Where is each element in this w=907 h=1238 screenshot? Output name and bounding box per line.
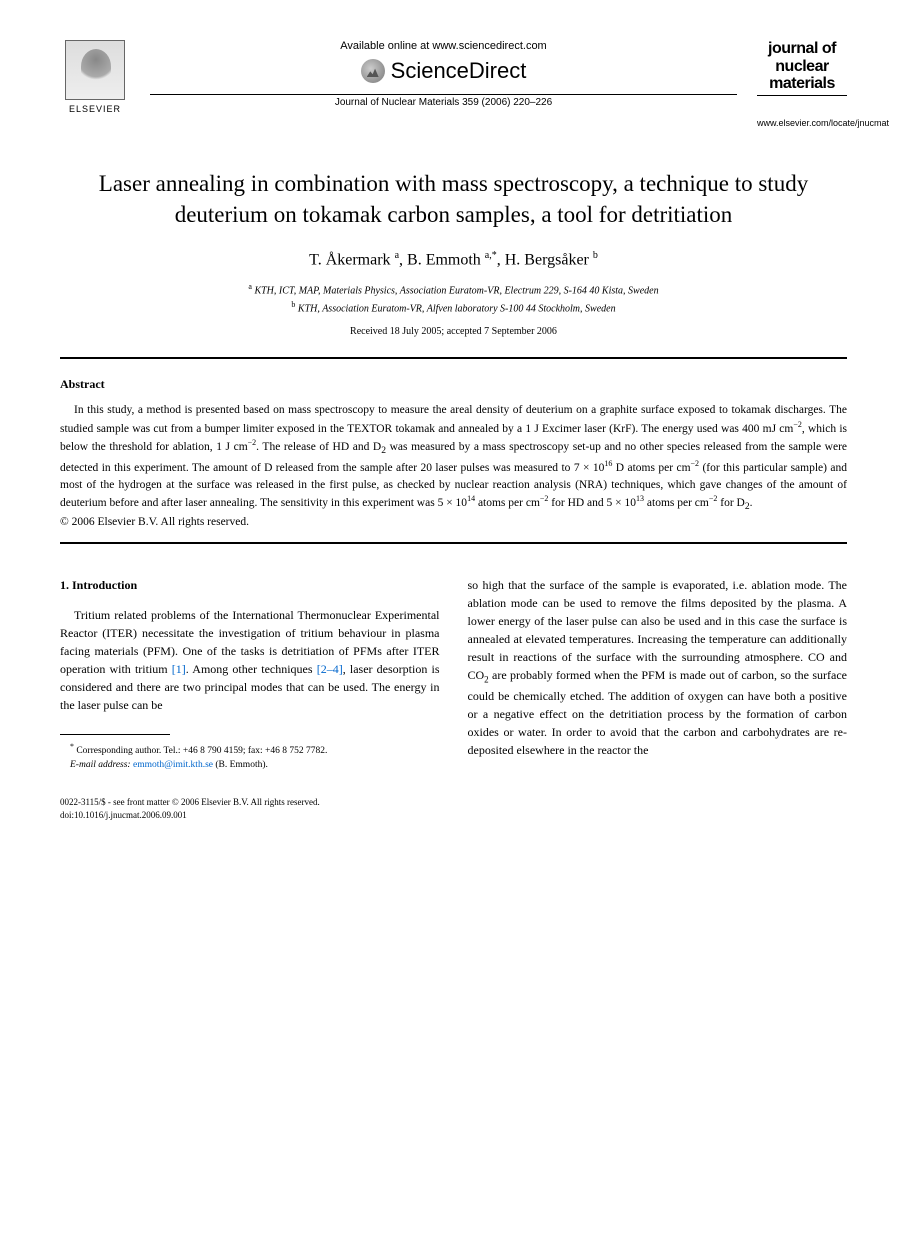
elsevier-label: ELSEVIER [69,104,121,114]
journal-logo-line3: materials [757,75,847,93]
body-columns: 1. Introduction Tritium related problems… [60,576,847,772]
available-online-text: Available online at www.sciencedirect.co… [150,40,737,52]
email-link[interactable]: emmoth@imit.kth.se [133,760,213,770]
abstract-copyright: © 2006 Elsevier B.V. All rights reserved… [60,516,847,528]
footnote-separator [60,734,170,735]
affiliations-block: a KTH, ICT, MAP, Materials Physics, Asso… [60,281,847,316]
section-1-heading: 1. Introduction [60,576,440,594]
affiliation-a: a KTH, ICT, MAP, Materials Physics, Asso… [60,281,847,298]
column-right: so high that the surface of the sample i… [468,576,848,772]
email-footnote: E-mail address: emmoth@imit.kth.se (B. E… [60,759,440,772]
abstract-bottom-rule [60,542,847,544]
footer-line1: 0022-3115/$ - see front matter © 2006 El… [60,796,847,809]
email-label: E-mail address: [70,760,131,770]
sciencedirect-icon [361,59,385,83]
header-rule [150,94,737,95]
article-dates: Received 18 July 2005; accepted 7 Septem… [60,326,847,337]
sciencedirect-brand: ScienceDirect [150,58,737,84]
page-footer: 0022-3115/$ - see front matter © 2006 El… [60,796,847,821]
header-row: ELSEVIER Available online at www.science… [60,40,847,128]
email-author: (B. Emmoth). [215,760,268,770]
abstract-heading: Abstract [60,377,847,392]
corresponding-author-footnote: * Corresponding author. Tel.: +46 8 790 … [60,741,440,758]
elsevier-logo: ELSEVIER [60,40,130,120]
intro-para-left: Tritium related problems of the Internat… [60,606,440,714]
affiliation-a-text: KTH, ICT, MAP, Materials Physics, Associ… [254,286,658,297]
authors-line: T. Åkermark a, B. Emmoth a,*, H. Bergsåk… [60,250,847,269]
affiliation-b: b KTH, Association Euratom-VR, Alfven la… [60,299,847,316]
elsevier-tree-icon [65,40,125,100]
footnote-corr-text: Corresponding author. Tel.: +46 8 790 41… [76,746,327,756]
journal-logo-line1: journal of [757,40,847,58]
footer-line2: doi:10.1016/j.jnucmat.2006.09.001 [60,809,847,822]
abstract-top-rule [60,357,847,359]
journal-logo-rule [757,95,847,96]
abstract-text: In this study, a method is presented bas… [60,402,847,514]
sciencedirect-text: ScienceDirect [391,58,527,84]
journal-logo-block: journal of nuclear materials www.elsevie… [757,40,847,128]
column-left: 1. Introduction Tritium related problems… [60,576,440,772]
journal-reference: Journal of Nuclear Materials 359 (2006) … [150,97,737,108]
journal-url: www.elsevier.com/locate/jnucmat [757,118,847,128]
intro-para-right: so high that the surface of the sample i… [468,576,848,759]
journal-logo-line2: nuclear [757,58,847,76]
article-title: Laser annealing in combination with mass… [60,168,847,230]
center-header: Available online at www.sciencedirect.co… [130,40,757,108]
affiliation-b-text: KTH, Association Euratom-VR, Alfven labo… [298,303,616,314]
